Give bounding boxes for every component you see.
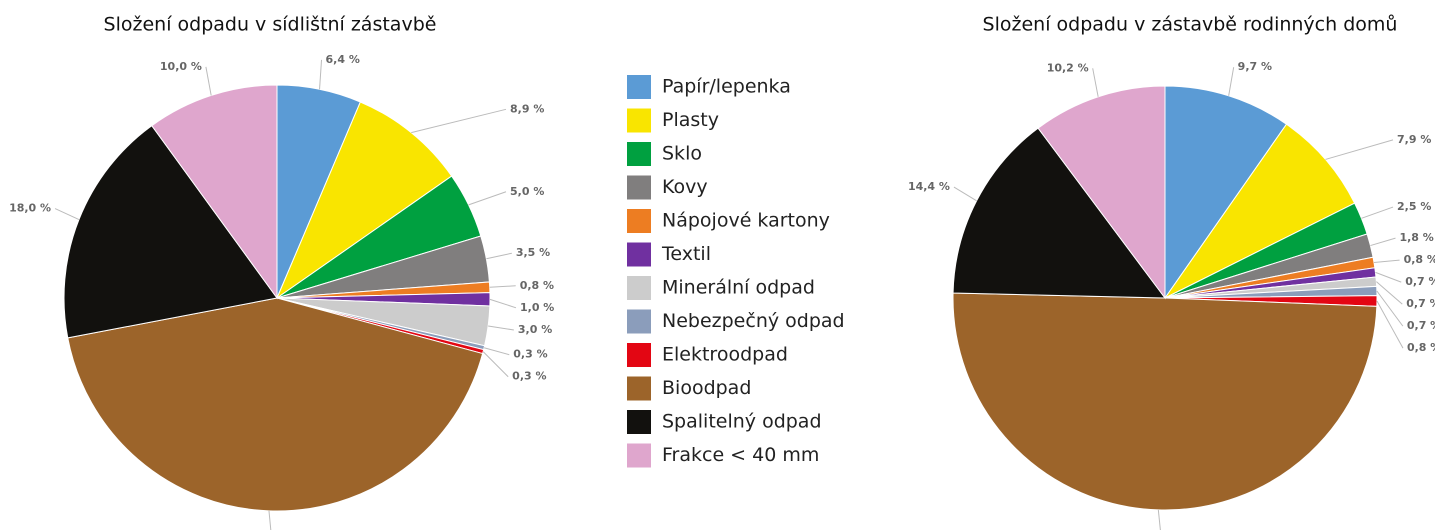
legend-swatch bbox=[627, 142, 651, 166]
value-label: 0,7 % bbox=[1407, 319, 1435, 332]
legend-swatch bbox=[627, 410, 651, 434]
leader-line bbox=[953, 186, 977, 202]
leader-line bbox=[1157, 509, 1161, 530]
value-label: 1,8 % bbox=[1399, 231, 1433, 244]
pie-slice bbox=[1164, 85, 1288, 300]
legend-swatch bbox=[627, 209, 651, 233]
value-label: 3,0 % bbox=[518, 323, 552, 336]
value-label: 0,3 % bbox=[512, 370, 546, 383]
leader-line bbox=[482, 351, 509, 378]
value-label: 1,0 % bbox=[520, 301, 554, 314]
legend-swatch bbox=[627, 75, 651, 99]
legend-label: Textil bbox=[661, 243, 711, 265]
leader-line bbox=[1370, 237, 1396, 247]
legend-swatch bbox=[627, 376, 651, 401]
pie-slice bbox=[67, 297, 484, 512]
value-label: 10,2 % bbox=[1047, 61, 1089, 74]
leader-line bbox=[1375, 271, 1402, 283]
chart-title: Složení odpadu v sídlištní zástavbě bbox=[104, 14, 437, 36]
legend-swatch bbox=[627, 242, 651, 267]
legend-label: Frakce < 40 mm bbox=[662, 444, 819, 466]
leader-line bbox=[205, 66, 212, 96]
leader-line bbox=[468, 191, 507, 206]
leader-line bbox=[489, 298, 517, 309]
leader-line bbox=[1092, 68, 1099, 97]
value-label: 0,8 % bbox=[1407, 341, 1435, 354]
value-label: 0,8 % bbox=[1404, 253, 1435, 266]
pie-slice bbox=[952, 127, 1167, 299]
leader-line bbox=[268, 510, 272, 530]
leader-line bbox=[486, 252, 512, 260]
leader-line bbox=[1325, 139, 1394, 160]
legend-label: Nápojové kartony bbox=[662, 210, 830, 232]
legend-swatch bbox=[627, 309, 651, 334]
legend-label: Kovy bbox=[662, 176, 708, 198]
leader-line bbox=[483, 347, 510, 356]
legend-label: Bioodpad bbox=[662, 377, 751, 399]
legend-swatch bbox=[627, 443, 651, 468]
value-label: 3,5 % bbox=[516, 246, 550, 259]
value-label: 8,9 % bbox=[510, 102, 544, 115]
value-label: 2,5 % bbox=[1397, 200, 1431, 213]
value-label: 10,0 % bbox=[160, 60, 202, 73]
value-label: 14,4 % bbox=[908, 180, 950, 193]
value-label: 6,4 % bbox=[326, 53, 360, 66]
leader-line bbox=[1376, 281, 1403, 305]
value-label: 0,8 % bbox=[520, 279, 554, 292]
value-label: 7,9 % bbox=[1397, 133, 1431, 146]
legend-swatch bbox=[627, 343, 651, 367]
leader-line bbox=[1373, 259, 1400, 263]
legend-label: Plasty bbox=[662, 109, 719, 131]
value-label: 0,3 % bbox=[513, 348, 547, 361]
legend-label: Elektroodpad bbox=[662, 344, 788, 366]
value-label: 0,7 % bbox=[1406, 297, 1435, 310]
leader-line bbox=[488, 325, 514, 331]
legend-label: Sklo bbox=[662, 143, 702, 165]
leader-line bbox=[1376, 290, 1404, 327]
legend-label: Nebezpečný odpad bbox=[662, 310, 845, 332]
legend-label: Minerální odpad bbox=[662, 277, 815, 299]
legend-swatch bbox=[627, 175, 651, 200]
leader-line bbox=[489, 285, 516, 288]
legend-swatch bbox=[627, 108, 651, 133]
leader-line bbox=[319, 59, 323, 90]
leader-line bbox=[411, 108, 507, 134]
pie-slice bbox=[952, 292, 1378, 511]
leader-line bbox=[1228, 67, 1235, 96]
value-label: 18,0 % bbox=[9, 202, 51, 215]
legend-label: Spalitelný odpad bbox=[662, 411, 822, 433]
legend-swatch bbox=[627, 276, 651, 300]
chart-title: Složení odpadu v zástavbě rodinných domů bbox=[983, 14, 1398, 36]
pie-slice bbox=[1037, 85, 1166, 300]
value-label: 0,7 % bbox=[1405, 275, 1435, 288]
value-label: 9,7 % bbox=[1238, 60, 1272, 73]
leader-line bbox=[54, 208, 80, 221]
legend-label: Papír/lepenka bbox=[662, 76, 791, 98]
leader-line bbox=[1376, 300, 1404, 349]
pie-slice bbox=[1164, 123, 1356, 299]
value-label: 5,0 % bbox=[510, 185, 544, 198]
leader-line bbox=[1361, 206, 1394, 219]
